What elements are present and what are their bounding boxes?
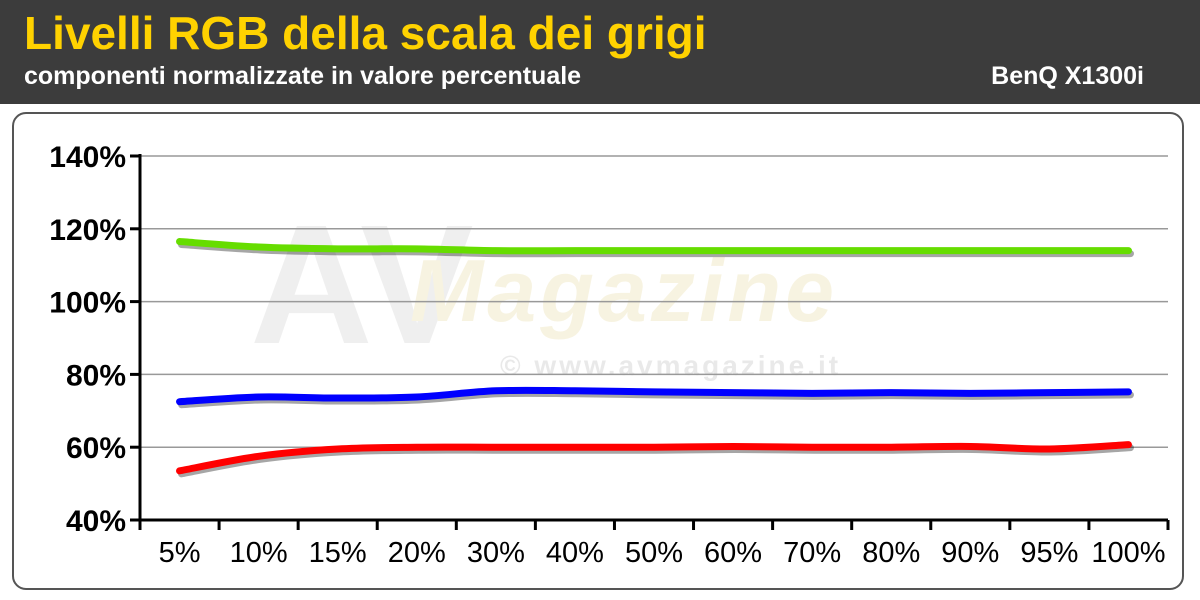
x-tick-label: 70% xyxy=(783,537,841,569)
x-tick-label: 60% xyxy=(704,537,762,569)
y-tick-label: 40% xyxy=(66,505,126,538)
x-tick-label: 100% xyxy=(1091,537,1165,569)
x-tick-label: 30% xyxy=(467,537,525,569)
chart-subtitle: componenti normalizzate in valore percen… xyxy=(24,62,582,90)
x-tick-label: 40% xyxy=(546,537,604,569)
y-tick-label: 140% xyxy=(49,141,126,174)
x-tick-label: 90% xyxy=(941,537,999,569)
device-model: BenQ X1300i xyxy=(991,62,1144,90)
chart-title: Livelli RGB della scala dei grigi xyxy=(24,7,707,59)
x-tick-label: 15% xyxy=(309,537,367,569)
x-tick-label: 10% xyxy=(230,537,288,569)
x-tick-label: 95% xyxy=(1020,537,1078,569)
x-tick-label: 20% xyxy=(388,537,446,569)
x-tick-label: 50% xyxy=(625,537,683,569)
series-line xyxy=(176,441,1132,475)
axes xyxy=(130,154,1170,530)
watermark-url: © www.avmagazine.it xyxy=(500,350,842,381)
watermark-brand: Magazine xyxy=(410,241,839,340)
x-tick-labels: 5% 10% 15% 20% 30% 40% 50% 60% 70% 80% 90% 95% 100% xyxy=(159,537,1166,569)
y-tick-label: 60% xyxy=(66,432,126,465)
y-tick-labels: 40% 60% 80% 100% 120% 140% xyxy=(49,141,126,538)
chart-frame xyxy=(12,112,1184,590)
series-lines xyxy=(176,238,1134,478)
series-line xyxy=(176,386,1132,406)
y-tick-label: 80% xyxy=(66,359,126,392)
x-tick-label: 80% xyxy=(862,537,920,569)
series-line xyxy=(176,238,1132,255)
y-tick-label: 100% xyxy=(49,287,126,320)
y-tick-label: 120% xyxy=(49,214,126,247)
x-tick-label: 5% xyxy=(159,537,201,569)
chart-header: Livelli RGB della scala dei grigi compon… xyxy=(0,0,1200,104)
